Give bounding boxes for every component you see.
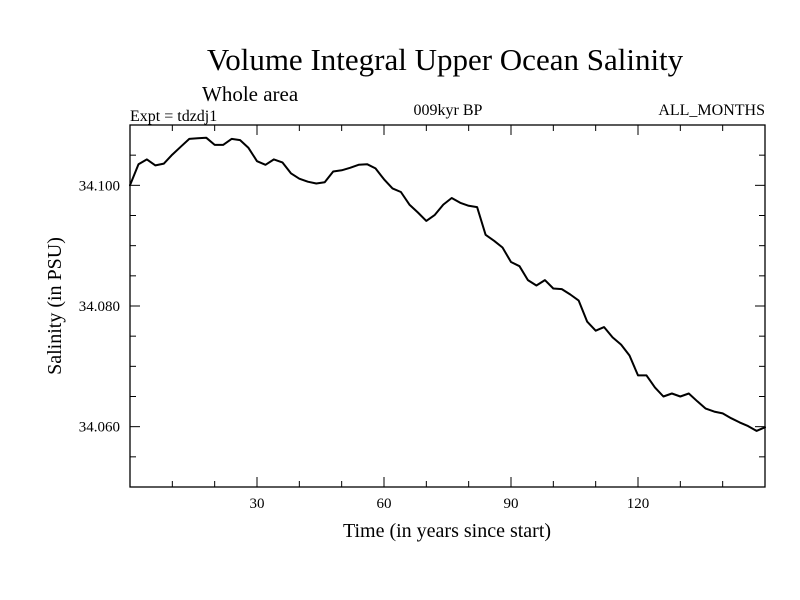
x-tick-label: 30 bbox=[250, 496, 265, 512]
period-label: 009kyr BP bbox=[414, 102, 483, 119]
chart-title: Volume Integral Upper Ocean Salinity bbox=[207, 42, 684, 77]
x-tick-label: 90 bbox=[504, 496, 519, 512]
y-tick-label: 34.080 bbox=[79, 299, 120, 315]
x-tick-label: 60 bbox=[377, 496, 392, 512]
y-tick-label: 34.100 bbox=[79, 178, 120, 194]
salinity-line bbox=[129, 136, 766, 432]
tick-label-group: 30 60 90 120 34.060 34.080 34.100 bbox=[79, 178, 650, 512]
tick-group bbox=[130, 125, 765, 487]
x-tick-label: 120 bbox=[627, 496, 650, 512]
x-axis-label: Time (in years since start) bbox=[343, 520, 551, 542]
y-tick-label: 34.060 bbox=[79, 420, 120, 436]
y-axis-label: Salinity (in PSU) bbox=[44, 237, 66, 375]
chart-subtitle: Whole area bbox=[202, 82, 299, 106]
months-label: ALL_MONTHS bbox=[658, 102, 765, 119]
experiment-label: Expt = tdzdj1 bbox=[130, 108, 217, 125]
